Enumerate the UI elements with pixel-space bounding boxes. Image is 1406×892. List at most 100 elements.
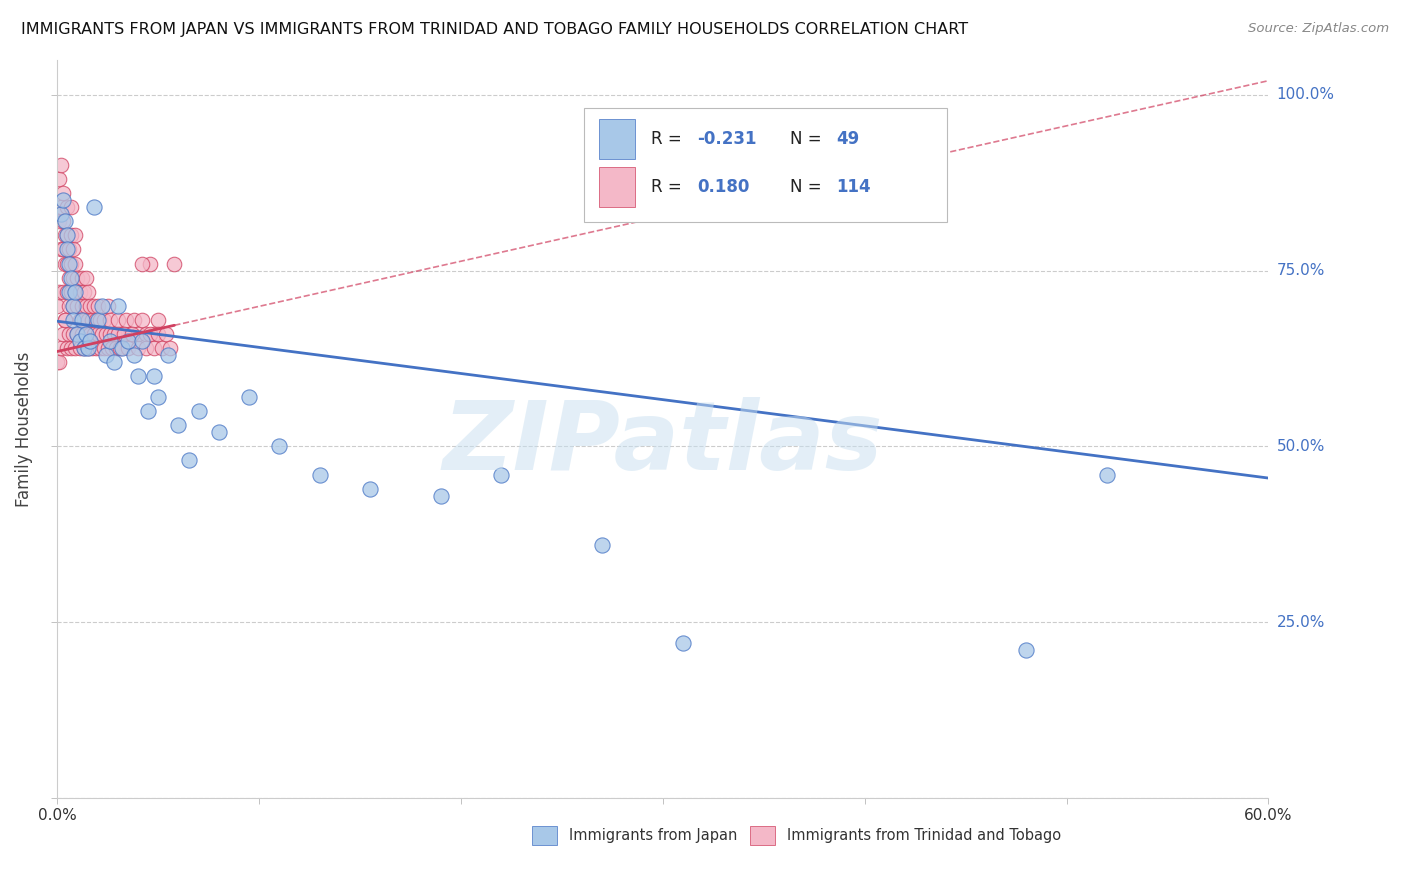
Point xyxy=(127,369,149,384)
Text: -0.231: -0.231 xyxy=(697,130,756,148)
Point xyxy=(79,299,101,313)
Point xyxy=(107,313,129,327)
Point xyxy=(94,326,117,341)
Point xyxy=(62,270,84,285)
Text: Immigrants from Japan: Immigrants from Japan xyxy=(568,828,737,843)
Point xyxy=(430,489,453,503)
Point xyxy=(143,369,166,384)
Point xyxy=(157,348,180,362)
Point xyxy=(813,109,835,123)
Point xyxy=(76,341,98,355)
Point xyxy=(62,299,84,313)
Point xyxy=(121,326,143,341)
Point xyxy=(143,326,166,341)
Point xyxy=(89,313,111,327)
Point xyxy=(672,636,695,650)
Point xyxy=(75,299,97,313)
Point xyxy=(148,390,170,404)
Y-axis label: Family Households: Family Households xyxy=(15,351,32,507)
Point xyxy=(90,299,112,313)
Point xyxy=(55,313,77,327)
Point xyxy=(66,270,89,285)
Point xyxy=(56,256,79,270)
Point xyxy=(98,334,121,348)
Point xyxy=(135,341,157,355)
Point xyxy=(93,313,115,327)
Point xyxy=(58,285,80,299)
Point xyxy=(269,439,291,453)
Point xyxy=(84,341,107,355)
Text: Source: ZipAtlas.com: Source: ZipAtlas.com xyxy=(1249,22,1389,36)
Point xyxy=(127,326,149,341)
Point xyxy=(65,285,87,299)
Point xyxy=(84,313,107,327)
Point xyxy=(122,313,145,327)
Point xyxy=(93,341,115,355)
Point xyxy=(103,355,125,369)
Point xyxy=(139,256,162,270)
Point xyxy=(117,334,139,348)
Point xyxy=(70,326,93,341)
Point xyxy=(83,326,105,341)
Point xyxy=(98,326,121,341)
Point xyxy=(135,326,157,341)
Point xyxy=(79,334,101,348)
Point xyxy=(115,313,138,327)
Text: N =: N = xyxy=(790,178,827,196)
Point xyxy=(48,355,70,369)
Point xyxy=(90,326,112,341)
Point xyxy=(51,243,73,257)
Point xyxy=(51,158,73,172)
Point xyxy=(69,285,91,299)
Bar xyxy=(583,108,948,222)
Point xyxy=(90,326,112,341)
Text: 114: 114 xyxy=(837,178,870,196)
Point xyxy=(58,243,80,257)
Point xyxy=(76,313,98,327)
Point xyxy=(48,285,70,299)
Point xyxy=(58,270,80,285)
Point xyxy=(56,228,79,243)
Point xyxy=(127,341,149,355)
Point xyxy=(70,299,93,313)
Point xyxy=(62,299,84,313)
Text: 75.0%: 75.0% xyxy=(1277,263,1324,278)
Point xyxy=(52,326,75,341)
Point xyxy=(65,341,87,355)
Point xyxy=(69,334,91,348)
Text: IMMIGRANTS FROM JAPAN VS IMMIGRANTS FROM TRINIDAD AND TOBAGO FAMILY HOUSEHOLDS C: IMMIGRANTS FROM JAPAN VS IMMIGRANTS FROM… xyxy=(21,22,969,37)
Point xyxy=(69,341,91,355)
Point xyxy=(83,299,105,313)
Point xyxy=(79,326,101,341)
Point xyxy=(72,313,94,327)
Point xyxy=(163,256,186,270)
Point xyxy=(159,341,181,355)
Point xyxy=(491,467,513,482)
Point xyxy=(83,326,105,341)
Point xyxy=(136,404,159,418)
Point xyxy=(148,313,170,327)
Point xyxy=(52,186,75,201)
Point xyxy=(66,326,89,341)
Point xyxy=(75,326,97,341)
Point xyxy=(75,326,97,341)
Bar xyxy=(599,119,636,160)
Point xyxy=(60,285,83,299)
Point xyxy=(58,299,80,313)
Point xyxy=(1095,467,1118,482)
Point xyxy=(46,355,69,369)
Point xyxy=(55,214,77,228)
Point xyxy=(65,256,87,270)
Point xyxy=(62,326,84,341)
Text: R =: R = xyxy=(651,130,686,148)
Point xyxy=(56,200,79,214)
Text: 25.0%: 25.0% xyxy=(1277,615,1324,630)
Point xyxy=(103,326,125,341)
Point xyxy=(122,348,145,362)
Point xyxy=(52,194,75,208)
Point xyxy=(148,326,170,341)
Point xyxy=(131,256,153,270)
Point xyxy=(52,285,75,299)
Point xyxy=(94,348,117,362)
Bar xyxy=(599,167,636,207)
